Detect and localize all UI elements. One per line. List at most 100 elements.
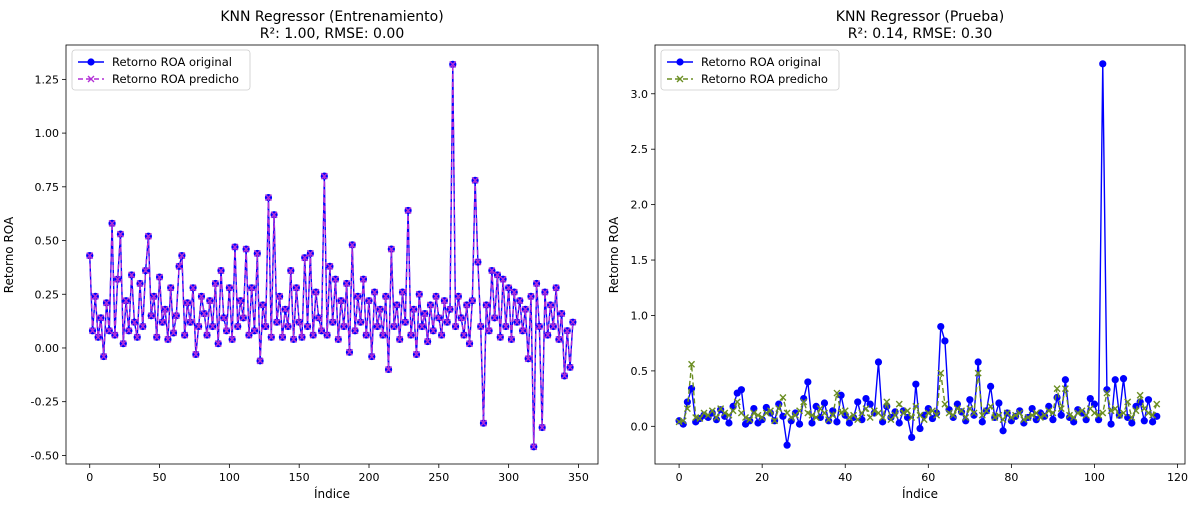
data-point-x [102, 299, 110, 307]
data-point [887, 413, 895, 422]
data-point-x [195, 322, 203, 330]
data-point-x [292, 284, 300, 292]
data-point-x [1053, 385, 1061, 393]
data-point-x [820, 409, 828, 417]
data-point-x [779, 393, 787, 401]
x-tick-label: 0 [86, 471, 93, 484]
data-point-x [569, 318, 577, 326]
data-point [1140, 417, 1148, 425]
data-point-x [144, 232, 152, 240]
data-point-x [493, 271, 501, 279]
data-point-x [421, 310, 429, 318]
data-point-x [158, 318, 166, 326]
data-point-x [273, 318, 281, 326]
data-point-x [471, 176, 479, 184]
data-point-x [449, 60, 457, 68]
data-point-x [156, 273, 164, 281]
data-point-x [879, 413, 887, 421]
x-tick-label: 80 [1004, 471, 1018, 484]
chart-subtitle: R²: 1.00, RMSE: 0.00 [260, 26, 404, 42]
data-point [783, 441, 791, 449]
data-point-x [94, 333, 102, 341]
data-point-x [281, 305, 289, 313]
data-point-x [513, 318, 521, 326]
data-point-x [410, 305, 418, 313]
data-point [1057, 411, 1065, 419]
data-point-x [404, 206, 412, 214]
data-point-x [808, 411, 816, 419]
y-tick-label: 0.50 [35, 235, 60, 248]
chart-title: KNN Regressor (Prueba) [836, 9, 1004, 25]
plot-frame [65, 44, 599, 465]
data-point-x [170, 329, 178, 337]
y-tick-label: 1.25 [35, 73, 60, 86]
data-point [808, 419, 816, 427]
data-point-x [549, 322, 557, 330]
data-point-x [480, 419, 487, 427]
data-point-x [287, 267, 295, 275]
data-point-x [477, 322, 485, 330]
data-point-x [183, 299, 191, 307]
data-point [874, 358, 883, 366]
data-point-x [251, 327, 258, 335]
data-point-x [1028, 411, 1036, 419]
data-point-x [407, 331, 415, 339]
data-point-x [259, 301, 267, 309]
x-axis-label: Índice [314, 486, 350, 501]
data-point-x [86, 252, 94, 260]
data-point-x [796, 407, 804, 415]
data-point-x [762, 409, 770, 417]
data-point-x [133, 333, 141, 341]
data-point-x [119, 340, 127, 348]
data-point-x [136, 280, 144, 288]
data-point-x [206, 297, 214, 305]
x-tick-label: 250 [428, 471, 449, 484]
data-point [1144, 396, 1153, 404]
legend-marker-0 [87, 58, 95, 66]
data-point-x [754, 411, 762, 419]
x-tick-label: 350 [568, 471, 589, 484]
data-point-x [295, 318, 303, 326]
data-point-x [435, 314, 443, 322]
data-point-x [167, 284, 175, 292]
data-point-x [359, 275, 367, 283]
data-point [837, 391, 845, 399]
data-point-x [750, 409, 758, 417]
data-point [845, 419, 853, 427]
data-point-x [387, 245, 395, 253]
data-point-x [256, 357, 264, 365]
data-point-x [186, 318, 194, 326]
data-point [895, 419, 903, 427]
data-point-x [1120, 409, 1128, 417]
data-point-x [1124, 398, 1132, 406]
data-point-x [485, 327, 493, 335]
data-point-x [189, 284, 197, 292]
data-point-x [547, 301, 555, 309]
data-point-x [870, 407, 878, 415]
data-point-x [122, 297, 130, 305]
legend-label-1: Retorno ROA predicho [112, 72, 239, 86]
data-point [1128, 419, 1136, 427]
data-point-x [399, 288, 407, 296]
data-point [854, 398, 862, 406]
data-point-x [1132, 407, 1140, 415]
plot-area [66, 45, 598, 464]
data-point-x [1090, 409, 1098, 417]
data-point-x [742, 413, 750, 421]
data-point-x [679, 417, 687, 425]
data-point [1049, 416, 1057, 424]
data-point-x [1036, 413, 1044, 421]
y-tick-label: 0.00 [35, 342, 60, 355]
data-point-x [912, 402, 920, 410]
data-point-x [396, 335, 404, 343]
data-point-x [89, 327, 97, 335]
series-line-1 [89, 63, 574, 448]
x-tick-label: 300 [498, 471, 519, 484]
data-point-x [231, 243, 239, 251]
data-point-x [891, 411, 899, 419]
data-point-x [775, 405, 783, 413]
data-point-x [1103, 389, 1111, 397]
x-tick-label: 20 [755, 471, 769, 484]
data-point-x [242, 245, 250, 253]
data-point-x [883, 398, 891, 406]
